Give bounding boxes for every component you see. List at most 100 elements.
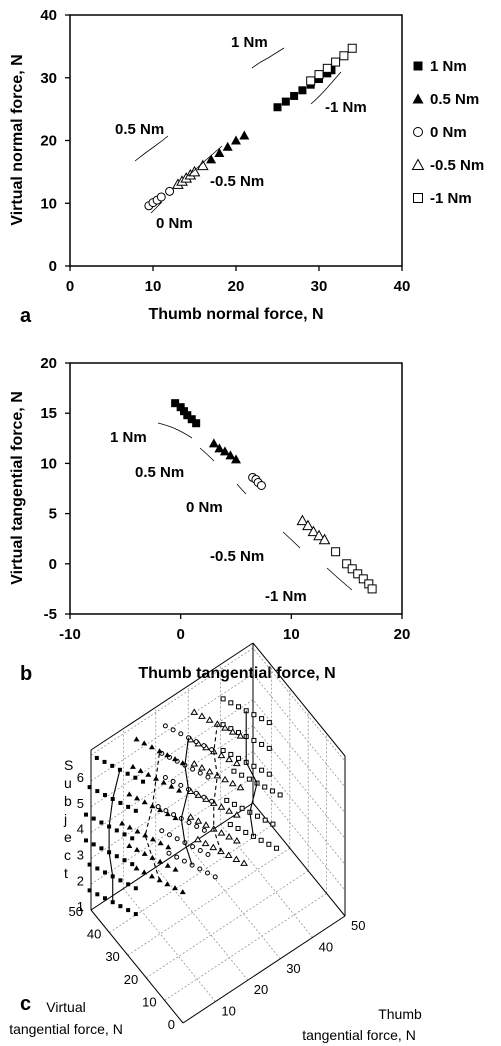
virtual-axis-tick-label: 0: [168, 1017, 175, 1032]
data-point: [162, 774, 168, 780]
legend-marker-1nm: [413, 61, 423, 71]
x-tick-label: 10: [145, 278, 162, 295]
data-point: [274, 845, 280, 851]
data-point: [209, 843, 218, 851]
data-point: [168, 783, 175, 789]
cluster-marker-group: [193, 835, 248, 866]
wall-grid-line: [90, 699, 346, 813]
subject-axis-tick-label: 2: [77, 873, 84, 888]
data-point: [166, 850, 172, 856]
data-point: [236, 755, 242, 761]
point-0p5nm: [231, 135, 241, 145]
data-point: [134, 828, 141, 834]
data-point: [122, 858, 127, 863]
data-point: [243, 829, 249, 835]
panel-b-annotation-0nm: 0 Nm: [186, 499, 223, 516]
data-point: [99, 820, 104, 825]
data-point: [259, 767, 265, 773]
point-0nm: [165, 186, 175, 196]
point-neg1nm: [331, 57, 341, 67]
cluster-marker-group: [220, 747, 272, 777]
point-1nm: [171, 399, 180, 408]
subject-connector-line: [108, 769, 121, 903]
x-tick-label: 0: [66, 278, 74, 295]
y-tick-label: 5: [49, 506, 57, 523]
data-point: [197, 770, 203, 776]
data-point: [231, 801, 237, 807]
data-point: [205, 767, 214, 775]
data-point: [137, 767, 144, 773]
z-title-letter: t: [64, 865, 68, 881]
data-point: [194, 823, 200, 829]
point-1nm: [281, 97, 290, 106]
data-point: [217, 803, 226, 810]
panel-a-annotation-1nm: 1 Nm: [231, 34, 268, 51]
data-point: [266, 841, 272, 847]
cluster-marker-group: [126, 791, 179, 821]
data-point: [246, 776, 252, 782]
floor-grid-line: [127, 847, 290, 956]
series-0nm: [248, 472, 266, 490]
data-point: [160, 779, 167, 785]
panel-b-x-label: Thumb tangential force, N: [138, 665, 335, 682]
data-point: [198, 712, 206, 719]
data-point: [170, 727, 176, 733]
data-point: [258, 837, 264, 843]
point-neg1nm: [331, 547, 341, 557]
data-point: [126, 824, 133, 830]
data-point: [224, 851, 233, 859]
y-tick-label: 10: [40, 455, 57, 472]
data-point: [110, 763, 115, 768]
data-point: [228, 779, 237, 787]
series-1nm: [171, 399, 201, 428]
panel-a-points: [144, 43, 357, 211]
data-point: [133, 775, 138, 780]
data-point: [201, 827, 207, 833]
point-1nm: [183, 411, 192, 420]
data-point: [102, 759, 107, 764]
data-point: [133, 808, 138, 813]
data-point: [190, 844, 196, 850]
point-neg1nm: [358, 574, 368, 584]
data-point: [221, 724, 229, 731]
data-point: [87, 862, 92, 867]
data-point: [262, 817, 268, 823]
data-point: [122, 832, 127, 837]
wall-grid-line: [90, 750, 346, 865]
subject-connector-line: [245, 710, 258, 837]
data-point: [133, 912, 138, 917]
data-point: [239, 805, 245, 811]
data-point: [118, 904, 123, 909]
data-point: [178, 782, 184, 788]
virtual-axis-tick-label: 10: [142, 994, 156, 1009]
z-title-letter: e: [64, 829, 72, 845]
panel-c-3d-box: [90, 642, 346, 1024]
data-point: [134, 795, 141, 801]
data-point: [141, 740, 148, 746]
data-point: [141, 799, 148, 805]
data-point: [204, 870, 210, 876]
legend-marker-neg1nm: [413, 193, 423, 203]
data-point: [118, 800, 123, 805]
point-1nm: [290, 91, 299, 100]
panel-a-label: a: [20, 305, 32, 327]
data-point: [172, 756, 179, 762]
data-point: [228, 700, 234, 706]
data-point: [126, 791, 133, 797]
point-0p5nm: [214, 443, 225, 453]
legend-marker-neg0p5nm: [411, 158, 425, 170]
point-neg1nm: [314, 70, 324, 80]
data-point: [193, 835, 202, 843]
data-point: [190, 766, 196, 772]
data-point: [227, 822, 233, 828]
wall-grid-line: [90, 725, 346, 839]
subject-axis-tick-label: 1: [77, 899, 84, 914]
data-point: [91, 842, 96, 847]
data-point: [164, 862, 171, 868]
panel-a-annotation-neg0.5nm: -0.5 Nm: [210, 173, 264, 190]
data-point: [84, 838, 89, 843]
z-title-letter: S: [64, 757, 73, 773]
data-point: [251, 712, 257, 718]
data-point: [266, 745, 272, 751]
